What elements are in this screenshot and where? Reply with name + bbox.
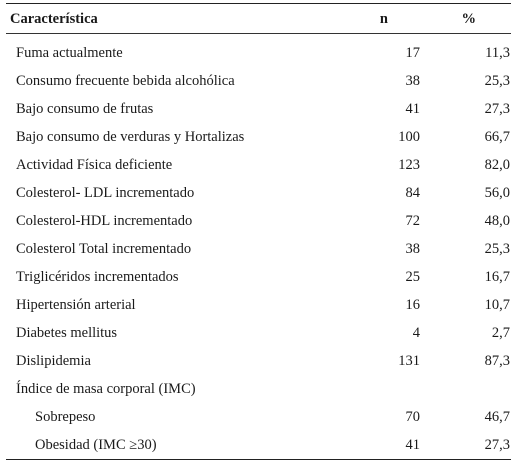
table-row: Hipertensión arterial 16 10,7 <box>6 291 511 319</box>
row-label: Hipertensión arterial <box>16 296 136 313</box>
table-header-row: Característica n % <box>6 4 511 33</box>
row-n-value: 131 <box>398 352 420 369</box>
row-n-value: 25 <box>405 268 421 285</box>
row-percent-value: 56,0 <box>484 184 510 201</box>
row-percent-value: 25,3 <box>484 240 510 257</box>
row-percent-value: 11,3 <box>485 44 510 61</box>
table-row: Colesterol- LDL incrementado 84 56,0 <box>6 179 511 207</box>
row-n-value: 41 <box>405 436 421 453</box>
header-characteristic: Característica <box>10 10 98 27</box>
row-n-value: 84 <box>405 184 421 201</box>
table-header-rule <box>6 33 511 34</box>
row-percent-value: 25,3 <box>484 72 510 89</box>
row-n-value: 38 <box>405 72 421 89</box>
row-percent-value: 48,0 <box>484 212 510 229</box>
row-percent-value: 87,3 <box>484 352 510 369</box>
row-label: Fuma actualmente <box>16 44 123 61</box>
row-n-value: 41 <box>405 100 421 117</box>
row-label: Diabetes mellitus <box>16 324 118 341</box>
row-n-value: 4 <box>412 324 420 341</box>
table-row: Fuma actualmente 17 11,3 <box>6 39 511 67</box>
row-percent-value: 2,7 <box>491 324 510 341</box>
row-n-value: 16 <box>405 296 421 313</box>
row-label: Dislipidemia <box>16 352 91 369</box>
table-row: Obesidad (IMC ≥30) 41 27,3 <box>6 431 511 459</box>
table-row: Consumo frecuente bebida alcohólica 38 25,… <box>6 67 511 95</box>
table-row: Bajo consumo de verduras y Hortalizas 100… <box>6 123 511 151</box>
table-row: Bajo consumo de frutas 41 27,3 <box>6 95 511 123</box>
table-row: Sobrepeso 70 46,7 <box>6 403 511 431</box>
risk-factors-table: Característica n % Fuma actualmente 17 11,… <box>6 3 511 460</box>
table-row: Triglicéridos incrementados 25 16,7 <box>6 263 511 291</box>
table-row: Diabetes mellitus 4 2,7 <box>6 319 511 347</box>
table-row: Índice de masa corporal (IMC) <box>6 375 511 403</box>
table-bottom-rule <box>6 459 511 460</box>
row-label: Colesterol Total incrementado <box>16 240 192 257</box>
row-label: Colesterol- LDL incrementado <box>16 184 195 201</box>
row-label: Triglicéridos incrementados <box>16 268 179 285</box>
row-n-value: 123 <box>398 156 420 173</box>
header-percent: % <box>461 10 477 27</box>
row-label: Consumo frecuente bebida alcohólica <box>16 72 235 89</box>
row-n-value: 70 <box>405 408 421 425</box>
row-n-value: 17 <box>405 44 421 61</box>
row-percent-value: 16,7 <box>484 268 510 285</box>
table-top-rule <box>6 3 511 4</box>
table-row: Actividad Física deficiente 123 82,0 <box>6 151 511 179</box>
row-label: Bajo consumo de frutas <box>16 100 154 117</box>
header-n: n <box>379 10 388 27</box>
row-label: Actividad Física deficiente <box>16 156 173 173</box>
row-n-value: 38 <box>405 240 421 257</box>
row-n-value: 72 <box>405 212 421 229</box>
row-percent-value: 82,0 <box>484 156 510 173</box>
row-label: Sobrepeso <box>35 408 96 425</box>
table-body: Fuma actualmente 17 11,3 Consumo frecuente … <box>6 34 511 459</box>
row-percent-value: 46,7 <box>484 408 510 425</box>
row-label: Bajo consumo de verduras y Hortalizas <box>16 128 245 145</box>
row-percent-value: 27,3 <box>484 100 510 117</box>
row-label: Colesterol-HDL incrementado <box>16 212 193 229</box>
row-label: Obesidad (IMC ≥30) <box>35 436 157 453</box>
table-row: Colesterol Total incrementado 38 25,3 <box>6 235 511 263</box>
row-percent-value: 10,7 <box>484 296 510 313</box>
row-n-value: 100 <box>398 128 420 145</box>
table-row: Dislipidemia 131 87,3 <box>6 347 511 375</box>
table-row: Colesterol-HDL incrementado 72 48,0 <box>6 207 511 235</box>
row-percent-value: 66,7 <box>484 128 510 145</box>
row-label: Índice de masa corporal (IMC) <box>16 380 196 397</box>
row-percent-value: 27,3 <box>484 436 510 453</box>
